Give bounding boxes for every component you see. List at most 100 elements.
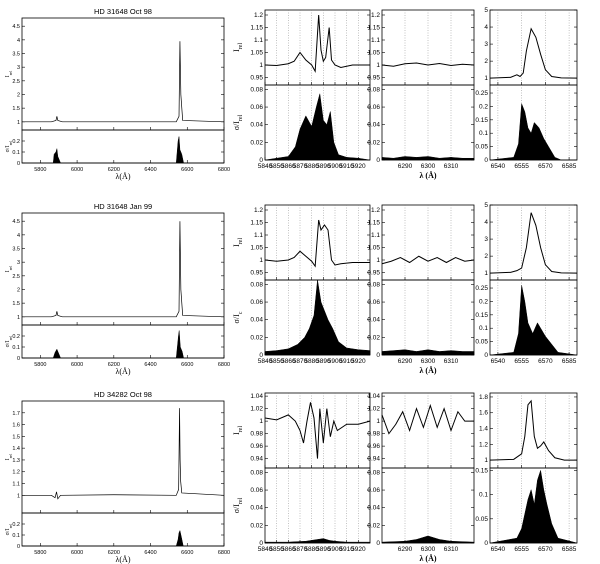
r2-nad-lower-frame (264, 467, 371, 544)
r1-halpha-upper-ytick-label: 3 (484, 236, 488, 243)
r2-overview-upper-ylabel: Irel (5, 453, 13, 460)
r1-overview-xtick-label: 6600 (181, 362, 193, 368)
r1-overview-xtick-label: 6200 (108, 362, 120, 368)
r1-6300-sigma-series (381, 349, 475, 356)
r0-halpha-lower-ytick-label: 0.1 (479, 130, 488, 137)
r0-halpha-xtick-label: 6555 (514, 163, 529, 170)
r0-nad-lower-ytick-label: 0.08 (250, 86, 263, 93)
r0-overview-sigma-series (22, 136, 224, 164)
r1-overview-upper-frame (21, 212, 225, 326)
r1-overview-title: HD 31648 Jan 99 (94, 202, 152, 211)
r0-halpha-xtick-label: 6585 (562, 163, 577, 170)
r1-nad-xtick-label: 5860 (281, 358, 296, 365)
r0-nad-xtick-label: 5880 (304, 163, 319, 170)
r1-6300-upper-ytick-label: 1.2 (371, 207, 380, 214)
r0-nad-upper-ylabel: Irel (232, 43, 244, 52)
r2-overview-lower-ytick-label: 0.1 (12, 533, 20, 539)
r0-overview-upper-ytick-label: 1 (17, 120, 20, 126)
r2-halpha-upper-ytick-label: 1.2 (479, 441, 488, 448)
r1-overview-upper-ytick-label: 1.5 (12, 301, 20, 307)
r1-halpha-upper-frame (489, 204, 578, 281)
r1-6300-lower-ytick-label: 0 (376, 352, 380, 359)
r2-6300-lower-ytick-label: 0.04 (367, 505, 380, 512)
r0-6300-upper-ytick-label: 1 (376, 62, 380, 69)
r1-6300-upper-ytick-label: 1.15 (367, 220, 380, 227)
r1-6300-lower-ytick-label: 0.06 (367, 299, 380, 306)
r2-overview-upper-ytick-label: 1.4 (12, 446, 20, 452)
r2-nad-upper-ytick-label: 1 (259, 418, 263, 425)
r0-halpha-lower-ytick-label: 0.25 (475, 90, 488, 97)
r1-nad-upper-ytick-label: 0.95 (250, 270, 263, 277)
r2-6300-lower-ytick-label: 0.08 (367, 469, 380, 476)
r2-halpha-lower-ytick-label: 0.15 (475, 467, 488, 474)
r1-nad-upper-ytick-label: 1.2 (254, 207, 263, 214)
r2-nad-xtick-label: 5920 (351, 546, 366, 553)
r2-nad-xtick-label: 5900 (328, 546, 343, 553)
r0-nad-upper-ytick-label: 0.95 (250, 75, 263, 82)
r0-nad-upper-ytick-label: 1.15 (250, 25, 263, 32)
r0-6300-intensity-series (381, 62, 475, 67)
r2-halpha-lower-ytick-label: 0 (484, 540, 488, 547)
r0-halpha-lower-ytick-label: 0.05 (475, 144, 488, 151)
r2-6300-lower-ytick-label: 0 (376, 540, 380, 547)
r2-nad-upper-ylabel: Irel (232, 426, 244, 435)
r1-6300-lower-ytick-label: 0.04 (367, 317, 380, 324)
r0-overview-xtick-label: 6600 (181, 167, 193, 173)
r1-halpha-xtick-label: 6570 (538, 358, 553, 365)
r0-nad-upper-ytick-label: 1.2 (254, 12, 263, 19)
r1-overview-xlabel: λ(Å) (116, 367, 131, 376)
r1-nad-lower-ytick-label: 0.08 (250, 281, 263, 288)
r1-nad-upper-ytick-label: 1 (259, 257, 263, 264)
r1-6300-lower-ytick-label: 0.02 (367, 334, 380, 341)
r1-overview-upper-ytick-label: 2 (17, 287, 20, 293)
r2-overview-sigma-series (22, 529, 224, 547)
r2-overview-upper-ytick-label: 1.1 (12, 482, 20, 488)
r0-overview-intensity-series (22, 41, 225, 123)
r0-6300-xtick-label: 6310 (444, 163, 459, 170)
r2-overview-xtick-label: 6400 (144, 550, 156, 556)
r0-nad-xtick-label: 5920 (351, 163, 366, 170)
r0-nad-xtick-label: 5890 (316, 163, 331, 170)
r0-nad-xtick-label: 5850 (269, 163, 284, 170)
r0-nad-upper-frame (264, 9, 371, 86)
r2-overview-upper-ytick-label: 1.7 (12, 411, 20, 417)
r0-overview-xtick-label: 6200 (108, 167, 120, 173)
r1-nad-xtick-label: 5900 (328, 358, 343, 365)
r2-overview-xtick-label: 5800 (34, 550, 46, 556)
r2-nad-intensity-series (264, 402, 371, 459)
r1-overview-upper-ytick-label: 4.5 (12, 219, 20, 225)
r2-nad-xtick-label: 5870 (293, 546, 308, 553)
r0-halpha-lower-ytick-label: 0.2 (479, 103, 488, 110)
r2-overview-upper-ytick-label: 1 (17, 493, 20, 499)
r0-6300-sigma-series (381, 156, 475, 161)
r1-halpha-sigma-series (489, 285, 578, 356)
r2-overview-upper-ytick-label: 1.3 (12, 458, 20, 464)
r0-overview-upper-ytick-label: 2 (17, 92, 20, 98)
r1-6300-upper-ytick-label: 1 (376, 257, 380, 264)
r2-overview-xtick-label: 6800 (218, 550, 230, 556)
r1-overview-lower-ytick-label: 0.1 (12, 345, 20, 351)
r0-overview-upper-ytick-label: 3 (17, 65, 20, 71)
r1-overview-xtick-label: 6000 (71, 362, 83, 368)
r1-halpha-upper-ytick-label: 2 (484, 253, 488, 260)
r0-nad-xtick-label: 5910 (339, 163, 354, 170)
r1-nad-upper-ytick-label: 1.05 (250, 245, 263, 252)
r2-overview-xtick-label: 6600 (181, 550, 193, 556)
r1-6300-xtick-label: 6310 (444, 358, 459, 365)
r0-6300-upper-ytick-label: 1.05 (367, 50, 380, 57)
r2-overview-xlabel: λ(Å) (116, 555, 131, 564)
r2-nad-sigma-series (264, 538, 371, 544)
r2-halpha-xtick-label: 6585 (562, 546, 577, 553)
r1-6300-lower-ytick-label: 0.08 (367, 281, 380, 288)
r0-overview-lower-ytick-label: 0 (17, 161, 20, 167)
r0-overview-xtick-label: 6000 (71, 167, 83, 173)
r0-overview-title: HD 31648 Oct 98 (94, 7, 152, 16)
r1-nad-xtick-label: 5910 (339, 358, 354, 365)
r1-6300-upper-ytick-label: 1.05 (367, 245, 380, 252)
r0-halpha-upper-ytick-label: 3 (484, 41, 488, 48)
r1-overview-upper-ytick-label: 3.5 (12, 247, 20, 253)
r2-nad-xtick-label: 5910 (339, 546, 354, 553)
r2-halpha-upper-ytick-label: 1.4 (479, 426, 488, 433)
r0-6300-lower-ytick-label: 0 (376, 157, 380, 164)
